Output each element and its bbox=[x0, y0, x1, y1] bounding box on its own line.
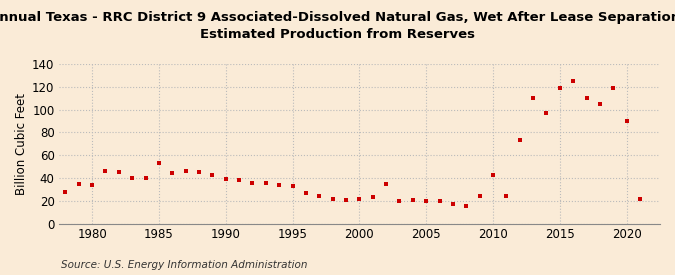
Point bbox=[180, 169, 191, 173]
Point bbox=[86, 183, 97, 187]
Point bbox=[608, 86, 618, 90]
Point bbox=[394, 199, 405, 203]
Point bbox=[207, 172, 218, 177]
Point bbox=[234, 178, 244, 183]
Point bbox=[461, 204, 472, 209]
Text: Source: U.S. Energy Information Administration: Source: U.S. Energy Information Administ… bbox=[61, 260, 307, 270]
Point bbox=[568, 79, 578, 83]
Point bbox=[194, 170, 205, 175]
Point bbox=[153, 161, 164, 165]
Point bbox=[448, 202, 458, 207]
Point bbox=[247, 180, 258, 185]
Point bbox=[421, 199, 431, 203]
Point bbox=[434, 199, 445, 203]
Point bbox=[621, 119, 632, 123]
Point bbox=[113, 170, 124, 175]
Point bbox=[408, 197, 418, 202]
Point bbox=[487, 172, 498, 177]
Point bbox=[554, 86, 565, 90]
Point bbox=[327, 196, 338, 201]
Point bbox=[167, 171, 178, 176]
Point bbox=[261, 180, 271, 185]
Point bbox=[140, 176, 151, 180]
Point bbox=[220, 177, 231, 181]
Point bbox=[501, 194, 512, 199]
Point bbox=[541, 111, 552, 115]
Point bbox=[314, 194, 325, 199]
Point bbox=[634, 196, 645, 201]
Point bbox=[100, 169, 111, 173]
Point bbox=[581, 96, 592, 100]
Point bbox=[60, 189, 71, 194]
Point bbox=[287, 184, 298, 188]
Point bbox=[528, 96, 539, 100]
Point bbox=[354, 196, 364, 201]
Point bbox=[74, 182, 84, 186]
Point bbox=[514, 138, 525, 142]
Point bbox=[300, 191, 311, 195]
Y-axis label: Billion Cubic Feet: Billion Cubic Feet bbox=[15, 93, 28, 195]
Point bbox=[595, 102, 605, 106]
Text: Annual Texas - RRC District 9 Associated-Dissolved Natural Gas, Wet After Lease : Annual Texas - RRC District 9 Associated… bbox=[0, 11, 675, 41]
Point bbox=[367, 195, 378, 200]
Point bbox=[274, 183, 285, 187]
Point bbox=[381, 182, 392, 186]
Point bbox=[475, 194, 485, 199]
Point bbox=[127, 176, 138, 180]
Point bbox=[341, 197, 352, 202]
